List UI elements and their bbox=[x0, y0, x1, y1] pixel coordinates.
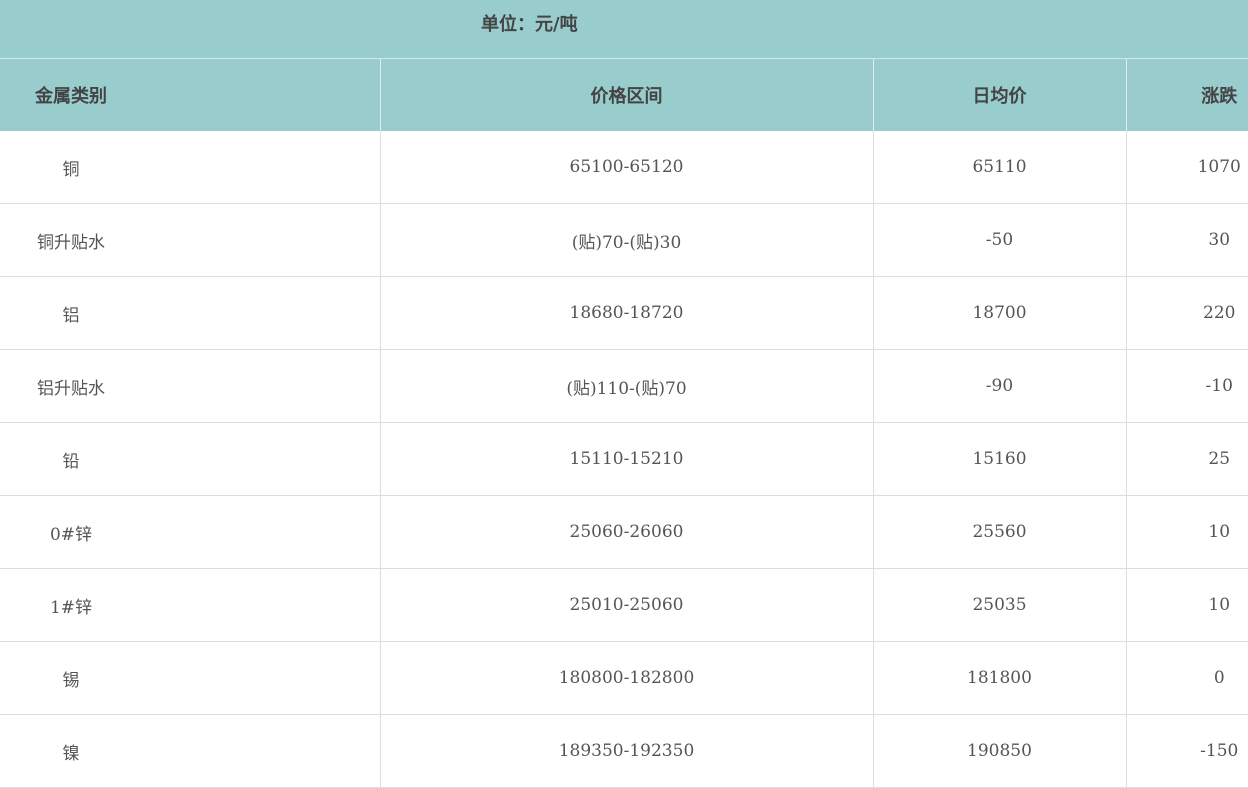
table-row: 铅 15110-15210 15160 25 bbox=[0, 422, 1248, 496]
cell-daily-average: 190850 bbox=[873, 714, 1127, 788]
cell-daily-average: 25560 bbox=[873, 495, 1127, 569]
cell-metal: 0#锌 bbox=[0, 495, 381, 569]
unit-bar: 单位：元/吨 bbox=[0, 0, 1248, 59]
cell-change: 220 bbox=[1126, 276, 1248, 350]
metal-name: 铜升贴水 bbox=[37, 232, 105, 253]
table-header-row: 金属类别 价格区间 日均价 涨跌 bbox=[0, 59, 1248, 131]
table-row: 铝升贴水 (贴)110-(贴)70 -90 -10 bbox=[0, 349, 1248, 423]
cell-daily-average: -50 bbox=[873, 203, 1127, 277]
metal-name: 铅 bbox=[62, 451, 80, 472]
table-row: 铜升贴水 (贴)70-(贴)30 -50 30 bbox=[0, 203, 1248, 277]
metal-price-table: 金属类别 价格区间 日均价 涨跌 铜 65100-65120 65110 1070 铜升… bbox=[0, 59, 1248, 788]
cell-daily-average: 18700 bbox=[873, 276, 1127, 350]
cell-metal: 铝升贴水 bbox=[0, 349, 381, 423]
column-header-avg: 日均价 bbox=[873, 59, 1127, 131]
cell-change: -150 bbox=[1126, 714, 1248, 788]
cell-metal: 铜升贴水 bbox=[0, 203, 381, 277]
column-header-label: 金属类别 bbox=[35, 86, 107, 107]
table-row: 锡 180800-182800 181800 0 bbox=[0, 641, 1248, 715]
table-row: 铝 18680-18720 18700 220 bbox=[0, 276, 1248, 350]
cell-change: 10 bbox=[1126, 495, 1248, 569]
cell-metal: 1#锌 bbox=[0, 568, 381, 642]
metal-name: 镍 bbox=[62, 743, 80, 764]
metal-name: 铜 bbox=[62, 159, 80, 180]
column-header-change: 涨跌 bbox=[1126, 59, 1248, 131]
cell-price-range: 25060-26060 bbox=[380, 495, 874, 569]
cell-daily-average: -90 bbox=[873, 349, 1127, 423]
table-row: 镍 189350-192350 190850 -150 bbox=[0, 714, 1248, 788]
table-row: 0#锌 25060-26060 25560 10 bbox=[0, 495, 1248, 569]
cell-price-range: 25010-25060 bbox=[380, 568, 874, 642]
cell-metal: 铜 bbox=[0, 131, 381, 204]
column-header-metal: 金属类别 bbox=[0, 59, 381, 131]
column-header-range: 价格区间 bbox=[380, 59, 874, 131]
cell-metal: 锡 bbox=[0, 641, 381, 715]
table-row: 铜 65100-65120 65110 1070 bbox=[0, 131, 1248, 204]
cell-price-range: (贴)110-(贴)70 bbox=[380, 349, 874, 423]
table-row: 1#锌 25010-25060 25035 10 bbox=[0, 568, 1248, 642]
cell-price-range: 189350-192350 bbox=[380, 714, 874, 788]
metal-name: 铝 bbox=[62, 305, 80, 326]
unit-label: 单位：元/吨 bbox=[481, 14, 578, 35]
cell-price-range: 65100-65120 bbox=[380, 131, 874, 204]
cell-price-range: 180800-182800 bbox=[380, 641, 874, 715]
metal-name: 锡 bbox=[62, 670, 80, 691]
cell-metal: 镍 bbox=[0, 714, 381, 788]
cell-price-range: 15110-15210 bbox=[380, 422, 874, 496]
cell-change: 1070 bbox=[1126, 131, 1248, 204]
cell-change: 10 bbox=[1126, 568, 1248, 642]
metal-name: 1#锌 bbox=[49, 597, 93, 618]
metal-name: 0#锌 bbox=[49, 524, 93, 545]
cell-metal: 铅 bbox=[0, 422, 381, 496]
cell-change: 30 bbox=[1126, 203, 1248, 277]
cell-change: 25 bbox=[1126, 422, 1248, 496]
cell-daily-average: 65110 bbox=[873, 131, 1127, 204]
cell-change: 0 bbox=[1126, 641, 1248, 715]
cell-price-range: (贴)70-(贴)30 bbox=[380, 203, 874, 277]
cell-price-range: 18680-18720 bbox=[380, 276, 874, 350]
metal-name: 铝升贴水 bbox=[37, 378, 105, 399]
cell-daily-average: 181800 bbox=[873, 641, 1127, 715]
cell-daily-average: 25035 bbox=[873, 568, 1127, 642]
cell-change: -10 bbox=[1126, 349, 1248, 423]
cell-metal: 铝 bbox=[0, 276, 381, 350]
cell-daily-average: 15160 bbox=[873, 422, 1127, 496]
